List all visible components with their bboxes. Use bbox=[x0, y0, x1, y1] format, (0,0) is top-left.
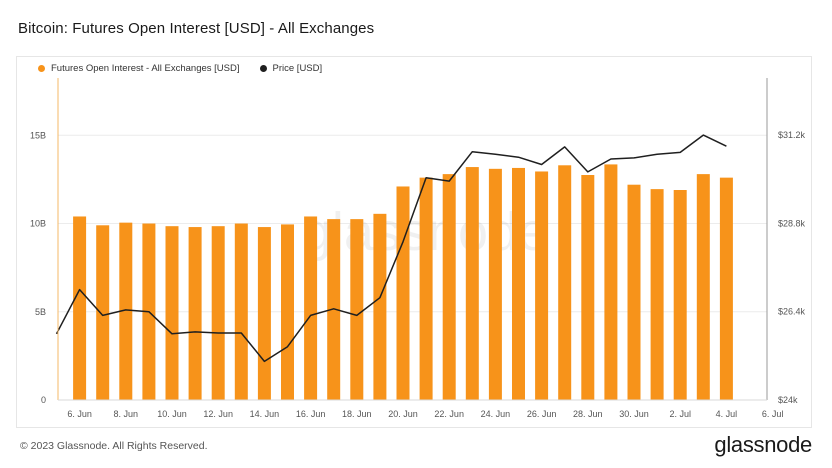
y-left-tick-label: 10B bbox=[30, 219, 46, 229]
x-tick-label: 16. Jun bbox=[296, 409, 326, 419]
x-tick-label: 6. Jul bbox=[762, 409, 784, 419]
oi-bar bbox=[465, 167, 479, 400]
oi-bar bbox=[419, 177, 433, 400]
legend-label-price: Price [USD] bbox=[272, 63, 323, 74]
oi-bar bbox=[211, 226, 225, 400]
x-tick-label: 8. Jun bbox=[114, 409, 139, 419]
chart-frame bbox=[16, 56, 812, 428]
bars-layer bbox=[73, 164, 733, 400]
x-tick-label: 10. Jun bbox=[157, 409, 187, 419]
oi-bar bbox=[442, 174, 456, 400]
x-tick-label: 4. Jul bbox=[716, 409, 738, 419]
y-left-tick-label: 15B bbox=[30, 130, 46, 140]
x-tick-label: 24. Jun bbox=[481, 409, 511, 419]
legend-dot-orange-icon bbox=[38, 65, 45, 72]
x-tick-label: 28. Jun bbox=[573, 409, 603, 419]
x-tick-label: 30. Jun bbox=[619, 409, 649, 419]
oi-bar bbox=[535, 171, 549, 400]
oi-bar bbox=[234, 223, 248, 400]
oi-bar bbox=[488, 168, 502, 400]
oi-bar bbox=[281, 224, 294, 400]
x-tick-label: 14. Jun bbox=[250, 409, 280, 419]
oi-bar bbox=[512, 167, 525, 400]
oi-bar bbox=[627, 184, 641, 400]
price-line bbox=[55, 134, 727, 363]
x-tick-label: 6. Jun bbox=[67, 409, 92, 419]
y-left-tick-label: 5B bbox=[35, 307, 46, 317]
oi-bar bbox=[257, 227, 271, 400]
copyright-text: © 2023 Glassnode. All Rights Reserved. bbox=[20, 440, 208, 452]
chart-title: Bitcoin: Futures Open Interest [USD] - A… bbox=[18, 20, 375, 37]
x-tick-label: 12. Jun bbox=[203, 409, 233, 419]
oi-bar bbox=[304, 216, 318, 400]
oi-bar bbox=[350, 219, 364, 400]
oi-bar bbox=[165, 226, 179, 400]
oi-bar bbox=[73, 216, 87, 400]
legend-dot-black-icon bbox=[259, 65, 267, 72]
x-tick-label: 2. Jul bbox=[669, 409, 691, 419]
oi-bar bbox=[119, 222, 133, 400]
oi-bar bbox=[188, 227, 202, 400]
legend-item-open-interest[interactable]: Futures Open Interest - All Exchanges [U… bbox=[38, 63, 240, 74]
y-right-tick-label: $26.4k bbox=[778, 307, 806, 317]
oi-bar bbox=[604, 164, 618, 400]
brand-logo: glassnode bbox=[714, 432, 812, 457]
legend-label-open-interest: Futures Open Interest - All Exchanges [U… bbox=[51, 63, 240, 74]
oi-bar bbox=[558, 165, 572, 400]
x-tick-label: 20. Jun bbox=[388, 409, 418, 419]
axes-layer: 0 5B 10B 15B $24k $26.4k $28.8k $31.2k 6. Jun 8. … bbox=[30, 78, 806, 419]
oi-bar bbox=[650, 189, 664, 400]
y-right-tick-label: $31.2k bbox=[778, 130, 806, 140]
y-left-tick-label: 0 bbox=[41, 395, 46, 405]
x-tick-label: 18. Jun bbox=[342, 409, 372, 419]
price-line-layer bbox=[55, 134, 727, 363]
legend: Futures Open Interest - All Exchanges [U… bbox=[38, 63, 322, 74]
oi-bar bbox=[96, 225, 110, 400]
x-tick-label: 22. Jun bbox=[434, 409, 464, 419]
oi-bar bbox=[673, 190, 687, 400]
x-tick-label: 26. Jun bbox=[527, 409, 557, 419]
y-right-tick-label: $24k bbox=[778, 395, 798, 405]
oi-bar bbox=[373, 213, 387, 400]
oi-bar bbox=[581, 175, 595, 400]
y-right-tick-label: $28.8k bbox=[778, 218, 806, 228]
legend-item-price[interactable]: Price [USD] bbox=[259, 63, 323, 74]
oi-bar bbox=[396, 186, 410, 400]
oi-bar bbox=[719, 177, 733, 400]
oi-bar bbox=[696, 174, 710, 400]
